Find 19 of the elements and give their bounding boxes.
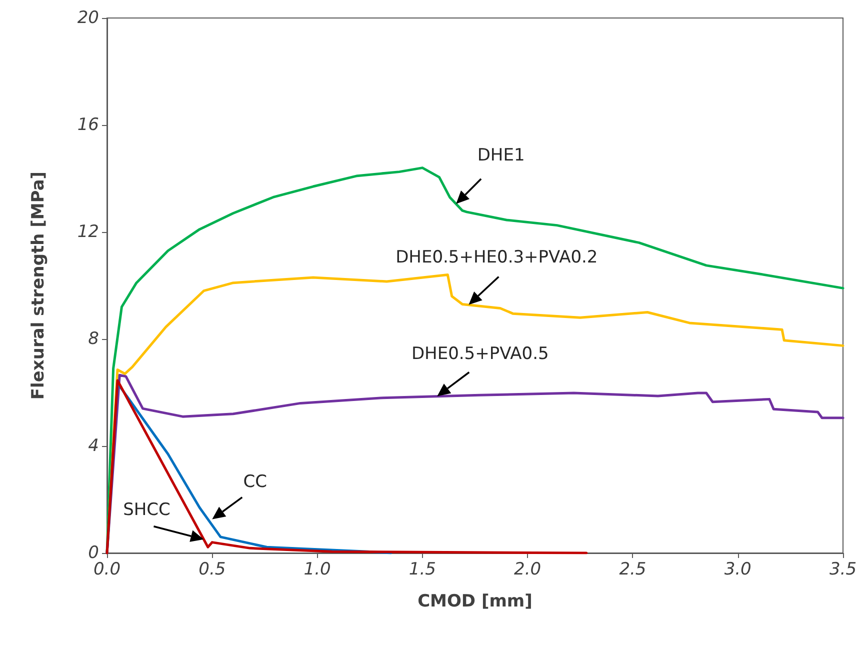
y-tick-label: 20 [77, 8, 99, 28]
y-tick-label: 12 [77, 222, 99, 242]
y-tick-label: 8 [88, 329, 100, 349]
annotation: CC [243, 472, 268, 492]
y-tick-label: 16 [77, 115, 100, 135]
annotation: DHE0.5+HE0.3+PVA0.2 [396, 247, 598, 268]
y-axis-title: Flexural strength [MPa] [28, 171, 48, 400]
y-tick-label: 4 [88, 436, 99, 456]
x-tick-label: 2.5 [619, 560, 646, 580]
x-tick-label: 1.0 [304, 560, 331, 580]
x-tick-label: 2.0 [514, 560, 542, 580]
annotation: DHE0.5+PVA0.5 [411, 344, 549, 364]
x-tick-label: 1.5 [408, 560, 436, 580]
annotation: DHE1 [477, 146, 525, 166]
annotation: SHCC [123, 500, 170, 520]
x-tick-label: 3.0 [724, 560, 752, 580]
x-tick-label: 0.5 [198, 560, 226, 580]
x-tick-label: 3.5 [829, 560, 857, 580]
x-axis-title: CMOD [mm] [418, 592, 532, 612]
